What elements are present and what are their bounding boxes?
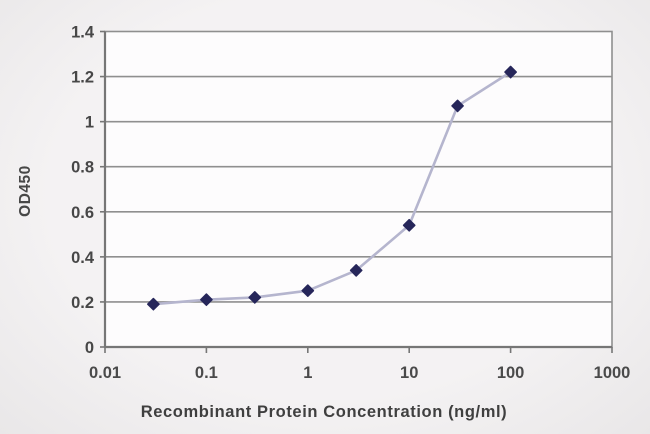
x-tick-label: 1000 [594, 364, 631, 382]
y-tick-label: 1.2 [71, 69, 94, 87]
data-point-marker [349, 264, 363, 277]
y-tick-label: 0.2 [71, 294, 94, 312]
y-tick-label: 0.4 [71, 249, 95, 267]
data-point-marker [451, 99, 464, 113]
y-tick-label: 0 [85, 339, 94, 357]
data-point-marker [248, 291, 262, 304]
data-point-marker [504, 65, 517, 79]
y-tick-label: 1.4 [71, 24, 95, 42]
y-tick-label: 0.6 [71, 204, 94, 222]
plot-area [105, 31, 612, 347]
data-line [152, 70, 512, 306]
x-tick-label: 0.01 [89, 364, 121, 382]
y-tick-label: 0.8 [71, 159, 94, 177]
x-tick-label: 0.1 [195, 364, 218, 382]
data-point-marker [147, 297, 160, 311]
x-axis-title: Recombinant Protein Concentration (ng/ml… [140, 403, 508, 421]
x-tick-label: 100 [497, 364, 525, 382]
data-point-marker [402, 218, 416, 232]
y-axis-title: OD450 [17, 165, 34, 217]
data-point-marker [301, 284, 315, 298]
x-tick-label: 1 [303, 364, 312, 382]
data-point-marker [200, 293, 213, 307]
y-tick-label: 1 [85, 114, 94, 132]
x-tick-label: 10 [400, 364, 418, 382]
